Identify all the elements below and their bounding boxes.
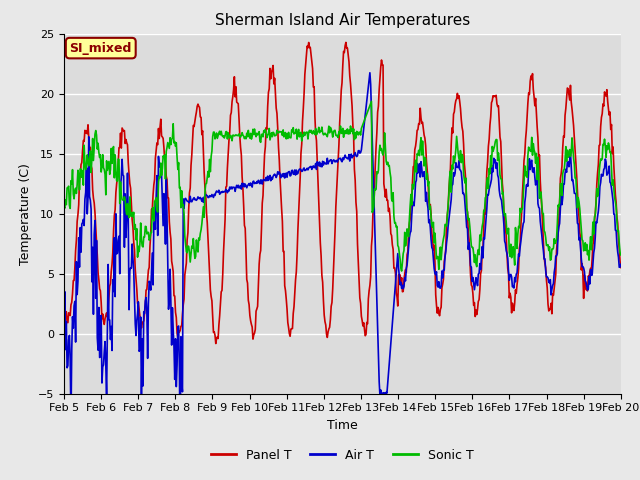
Sonic T: [398, 268, 406, 274]
Air T: [60, 349, 68, 355]
Line: Panel T: Panel T: [64, 42, 621, 344]
Air T: [185, 199, 193, 205]
Air T: [177, 452, 184, 457]
Line: Air T: Air T: [64, 73, 621, 455]
Air T: [617, 262, 625, 267]
Sonic T: [60, 203, 68, 209]
Panel T: [214, 336, 222, 341]
Sonic T: [184, 243, 192, 249]
Panel T: [212, 341, 220, 347]
Panel T: [127, 200, 135, 206]
Panel T: [342, 39, 349, 45]
Sonic T: [127, 214, 135, 219]
Air T: [412, 180, 419, 185]
Sonic T: [412, 157, 419, 163]
Air T: [428, 245, 436, 251]
Sonic T: [70, 196, 78, 202]
Title: Sherman Island Air Temperatures: Sherman Island Air Temperatures: [215, 13, 470, 28]
Y-axis label: Temperature (C): Temperature (C): [19, 163, 33, 264]
Panel T: [617, 264, 625, 270]
Line: Sonic T: Sonic T: [64, 101, 621, 271]
Air T: [70, 303, 78, 309]
X-axis label: Time: Time: [327, 419, 358, 432]
Panel T: [70, 277, 78, 283]
Sonic T: [214, 135, 221, 141]
Legend: Panel T, Air T, Sonic T: Panel T, Air T, Sonic T: [206, 444, 479, 467]
Panel T: [412, 143, 419, 149]
Air T: [214, 189, 222, 195]
Sonic T: [367, 98, 375, 104]
Sonic T: [617, 252, 625, 258]
Panel T: [184, 230, 192, 236]
Panel T: [60, 298, 68, 304]
Panel T: [428, 230, 436, 236]
Air T: [127, 265, 135, 271]
Air T: [366, 70, 374, 76]
Text: SI_mixed: SI_mixed: [70, 42, 132, 55]
Sonic T: [428, 222, 436, 228]
